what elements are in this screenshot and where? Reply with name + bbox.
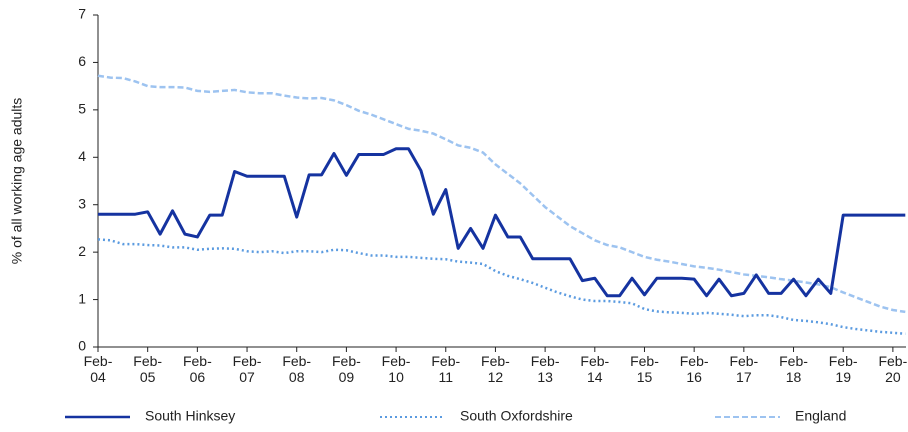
- x-tick-label: Feb-12: [481, 353, 510, 385]
- x-tick-label: Feb-13: [531, 353, 560, 385]
- x-tick-label: Feb-14: [580, 353, 609, 385]
- x-tick-label: Feb-06: [183, 353, 212, 385]
- y-tick-label: 3: [78, 195, 86, 211]
- x-tick-label: Feb-17: [729, 353, 758, 385]
- x-tick-label: Feb-16: [680, 353, 709, 385]
- y-tick-label: 2: [78, 243, 86, 259]
- series-line: [98, 147, 906, 298]
- x-tick-label: Feb-15: [630, 353, 659, 385]
- y-tick-label: 0: [78, 338, 86, 354]
- legend-label: England: [795, 408, 846, 424]
- y-tick-label: 5: [78, 101, 86, 117]
- y-tick-label: 7: [78, 6, 86, 22]
- x-tick-label: Feb-20: [878, 353, 907, 385]
- x-tick-label: Feb-19: [829, 353, 858, 385]
- x-tick-label: Feb-11: [431, 353, 460, 385]
- y-tick-label: 1: [78, 290, 86, 306]
- legend-label: South Oxfordshire: [460, 408, 573, 424]
- x-tick-label: Feb-04: [84, 353, 113, 385]
- y-tick-label: 6: [78, 53, 86, 69]
- x-tick-label: Feb-18: [779, 353, 808, 385]
- x-tick-label: Feb-10: [382, 353, 411, 385]
- x-tick-label: Feb-08: [282, 353, 311, 385]
- x-tick-label: Feb-07: [233, 353, 262, 385]
- y-axis-label: % of all working age adults: [9, 98, 25, 265]
- y-tick-label: 4: [78, 148, 86, 164]
- series-line: [97, 74, 906, 314]
- series-line: [97, 238, 906, 335]
- legend-label: South Hinksey: [145, 408, 235, 424]
- x-tick-label: Feb-05: [133, 353, 162, 385]
- x-tick-label: Feb-09: [332, 353, 361, 385]
